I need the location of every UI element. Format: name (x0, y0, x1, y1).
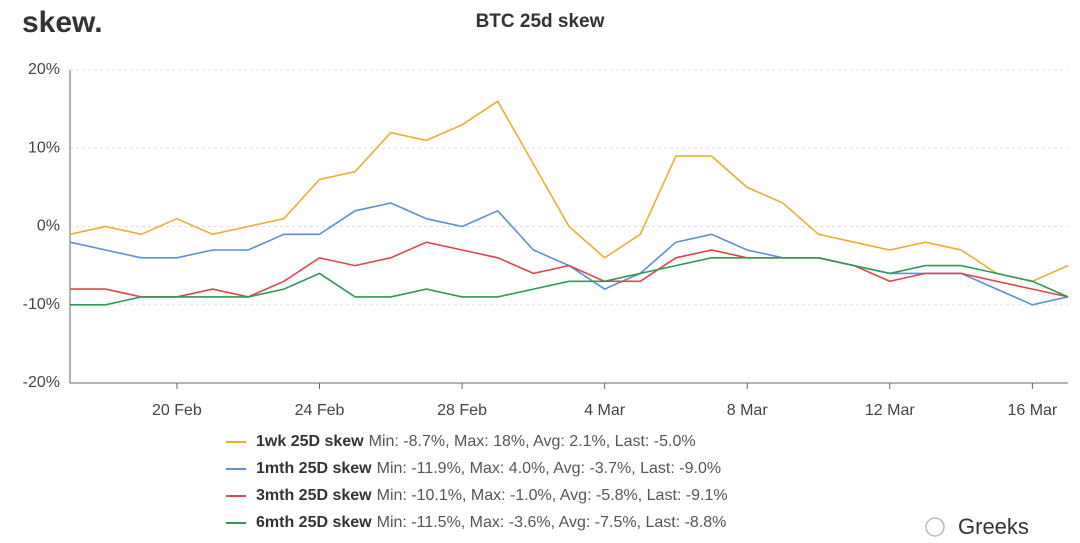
watermark-icon (925, 517, 945, 537)
watermark: Greeks (958, 514, 1029, 539)
x-tick-label: 20 Feb (152, 402, 202, 419)
x-tick-label: 28 Feb (437, 402, 487, 419)
series-line (69, 100, 1069, 283)
x-tick-label: 16 Mar (1007, 402, 1057, 419)
legend-name: 3mth 25D skew (256, 487, 372, 504)
legend-entry: 6mth 25D skew Min: -11.5%, Max: -3.6%, Av… (256, 514, 726, 531)
x-tick-label: 24 Feb (295, 402, 345, 419)
x-tick-label: 12 Mar (865, 402, 915, 419)
legend-name: 1mth 25D skew (256, 460, 372, 477)
series-line (70, 241, 1069, 298)
y-tick-label: 10% (28, 139, 60, 156)
legend-name: 6mth 25D skew (256, 514, 372, 531)
legend-entry: 1mth 25D skew Min: -11.9%, Max: 4.0%, Avg… (256, 460, 721, 477)
y-tick-label: -20% (23, 374, 60, 391)
series-line (70, 257, 1069, 306)
logo: skew. (22, 6, 103, 39)
series-line (69, 202, 1069, 306)
y-tick-label: 20% (28, 61, 60, 78)
legend-name: 1wk 25D skew (256, 433, 364, 450)
legend-stats: Min: -8.7%, Max: 18%, Avg: 2.1%, Last: -… (369, 433, 696, 450)
legend-entry: 3mth 25D skew Min: -10.1%, Max: -1.0%, Av… (256, 487, 728, 504)
legend-stats: Min: -11.5%, Max: -3.6%, Avg: -7.5%, Las… (377, 514, 727, 531)
legend-stats: Min: -11.9%, Max: 4.0%, Avg: -3.7%, Last… (377, 460, 721, 477)
legend-entry: 1wk 25D skew Min: -8.7%, Max: 18%, Avg: 2… (256, 433, 696, 450)
x-tick-label: 4 Mar (584, 402, 626, 419)
x-tick-label: 8 Mar (727, 402, 769, 419)
y-tick-label: -10% (23, 296, 60, 313)
y-tick-label: 0% (37, 218, 60, 235)
chart-title: BTC 25d skew (476, 11, 605, 32)
legend-stats: Min: -10.1%, Max: -1.0%, Avg: -5.8%, Las… (377, 487, 728, 504)
